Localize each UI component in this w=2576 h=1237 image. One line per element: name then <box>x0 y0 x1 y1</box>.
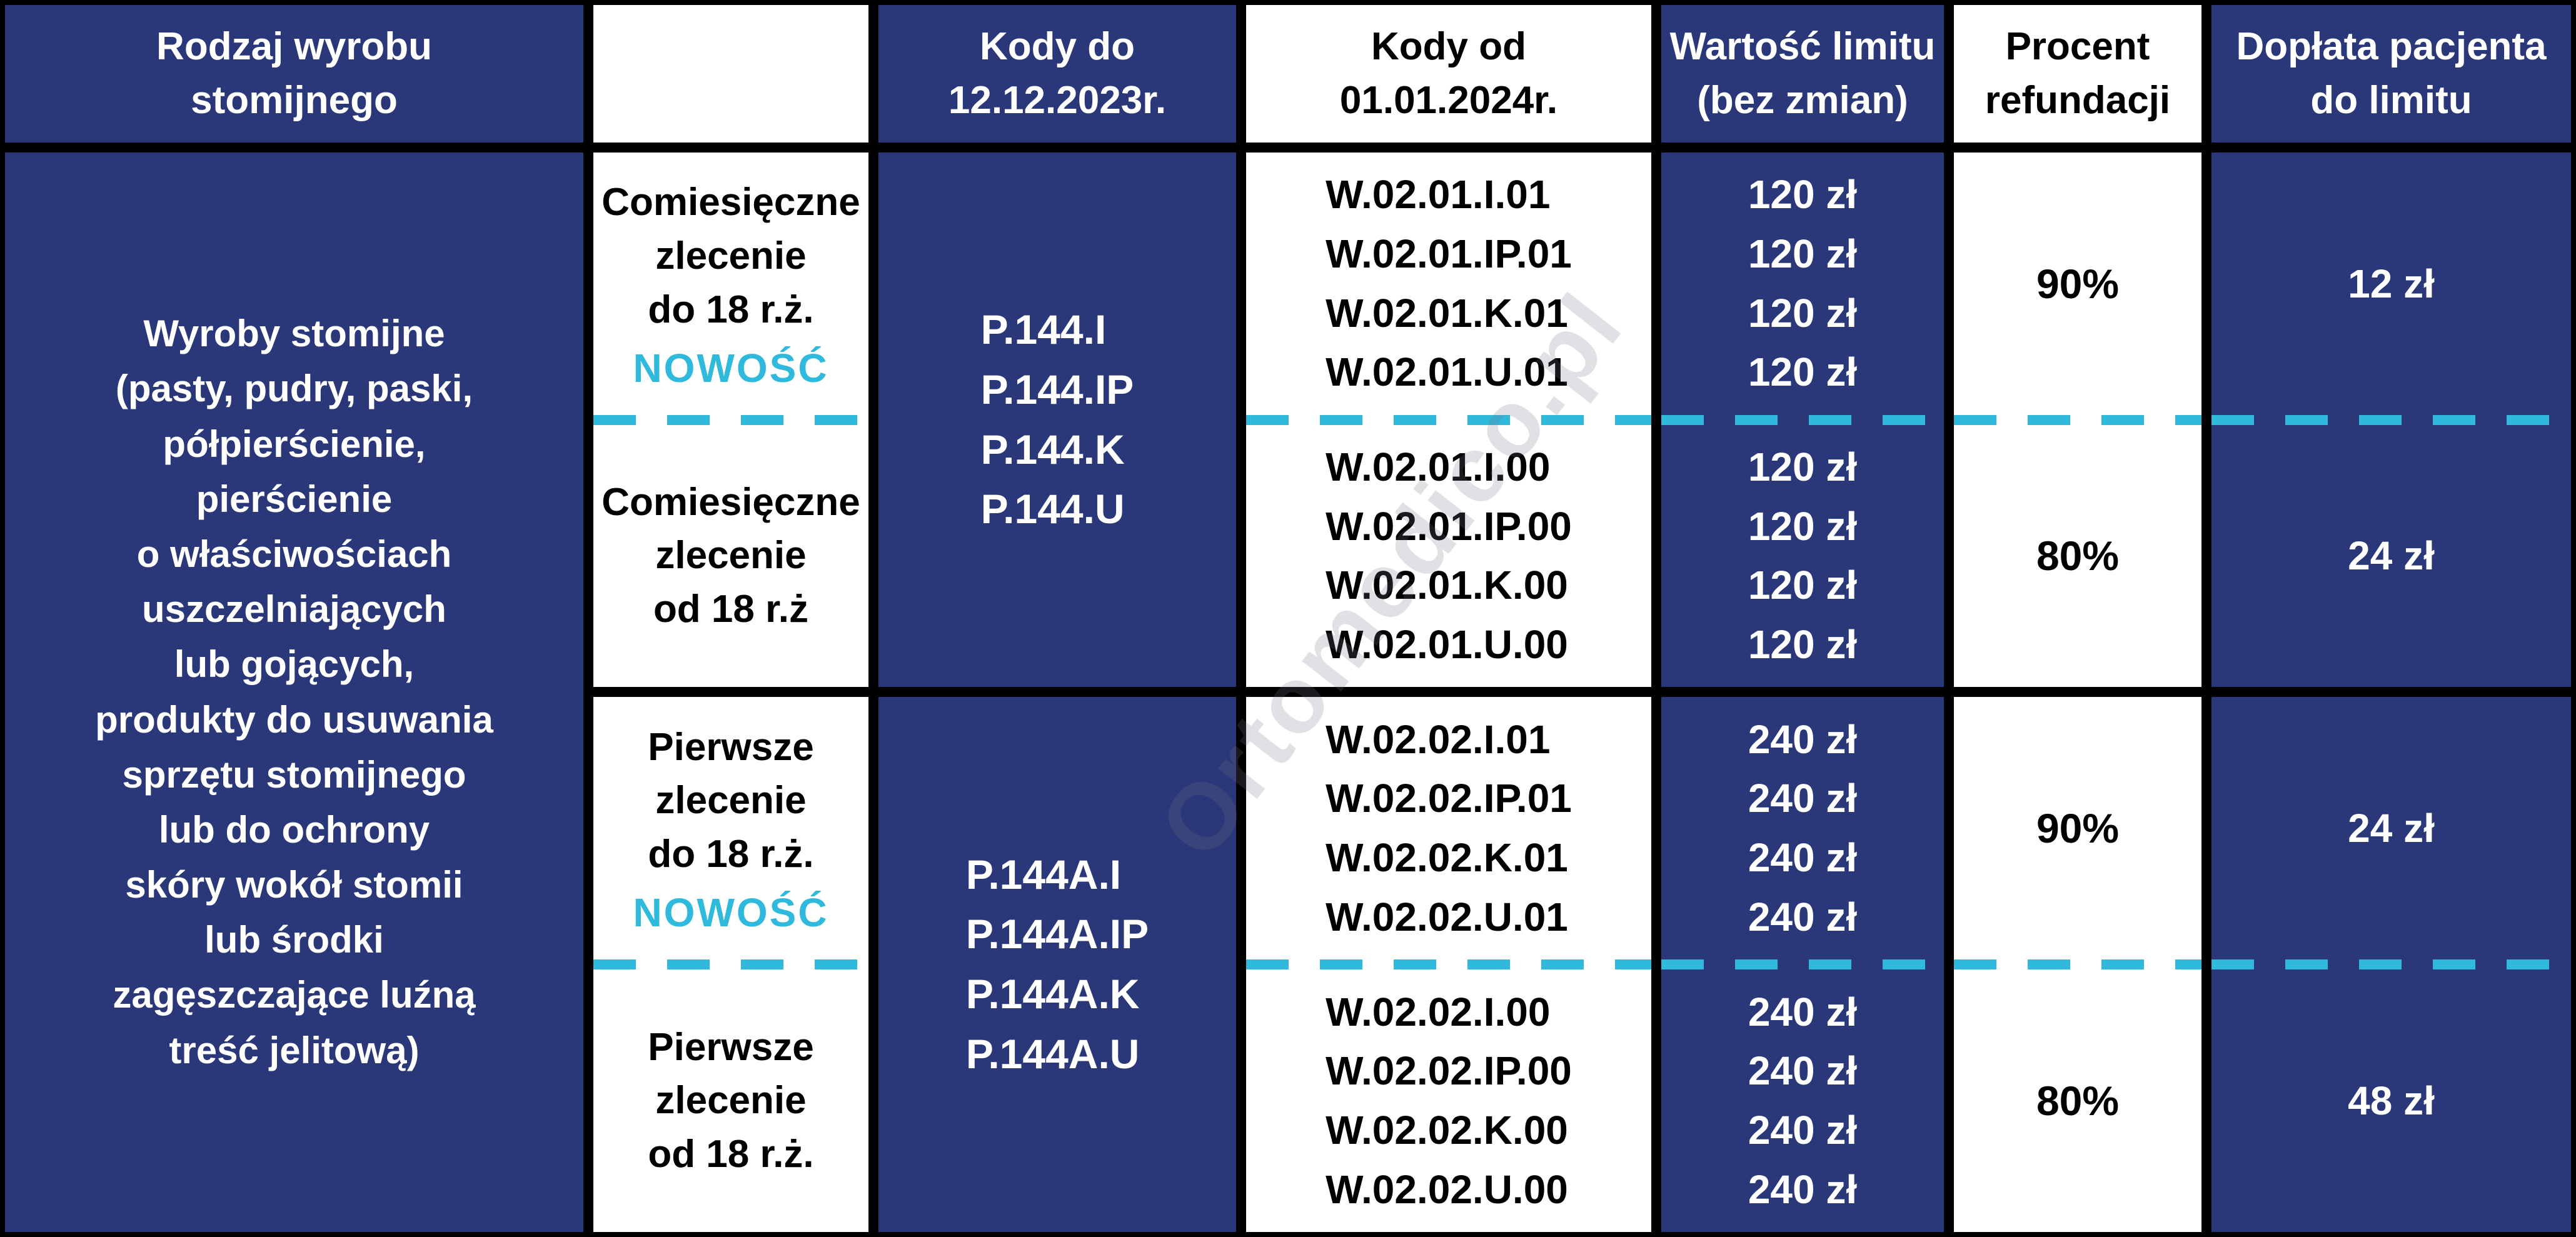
order-first-over18-text: Pierwsze zlecenie od 18 r.ż. <box>648 1025 814 1176</box>
dashed-divider <box>2211 414 2571 425</box>
dashed-divider <box>1954 414 2201 425</box>
header-refund-percent: Procent refundacji <box>1954 5 2201 143</box>
copay-first-over18: 48 zł <box>2211 969 2571 1232</box>
codes-new-monthly-under18: W.02.01.I.01 W.02.01.IP.01 W.02.01.K.01 … <box>1246 153 1651 415</box>
copay-first-over18-value: 48 zł <box>2348 1078 2435 1123</box>
limit-first-over18-values: 240 zł 240 zł 240 zł 240 zł <box>1748 989 1858 1212</box>
copay-cell-monthly: 12 zł 24 zł <box>2211 153 2571 687</box>
dashed-divider <box>2211 959 2571 969</box>
dashed-divider <box>1246 959 1651 969</box>
order-monthly-under18-text: Comiesięczne zlecenie do 18 r.ż. <box>601 181 860 331</box>
codes-new-monthly-over18: W.02.01.I.00 W.02.01.IP.00 W.02.01.K.00 … <box>1246 425 1651 688</box>
dashed-divider <box>1954 959 2201 969</box>
order-first-under18: Pierwsze zlecenie do 18 r.ż. NOWOŚĆ <box>593 697 868 959</box>
dashed-divider <box>1661 959 1944 969</box>
percent-monthly-under18: 90% <box>1954 153 2201 415</box>
percent-cell-monthly: 90% 80% <box>1954 153 2201 687</box>
order-type-cell-first: Pierwsze zlecenie do 18 r.ż. NOWOŚĆ Pier… <box>593 697 868 1232</box>
percent-first-under18: 90% <box>1954 697 2201 959</box>
copay-cell-first: 24 zł 48 zł <box>2211 697 2571 1232</box>
copay-monthly-over18-value: 24 zł <box>2348 533 2435 579</box>
header-limit-value-label: Wartość limitu (bez zmian) <box>1669 25 1936 122</box>
limit-monthly-over18: 120 zł 120 zł 120 zł 120 zł <box>1661 425 1944 688</box>
header-codes-from-label: Kody od 01.01.2024r. <box>1339 25 1558 122</box>
header-order-type-empty <box>593 5 868 143</box>
codes-new-first-under18-list: W.02.02.I.01 W.02.02.IP.01 W.02.02.K.01 … <box>1326 716 1572 939</box>
percent-first-under18-value: 90% <box>2036 805 2120 851</box>
header-codes-from: Kody od 01.01.2024r. <box>1246 5 1651 143</box>
copay-first-under18-value: 24 zł <box>2348 806 2435 851</box>
limit-monthly-over18-values: 120 zł 120 zł 120 zł 120 zł <box>1748 444 1858 667</box>
header-codes-until-label: Kody do 12.12.2023r. <box>948 25 1167 122</box>
header-limit-value: Wartość limitu (bez zmian) <box>1661 5 1944 143</box>
limit-monthly-under18: 120 zł 120 zł 120 zł 120 zł <box>1661 153 1944 415</box>
percent-monthly-over18: 80% <box>1954 425 2201 688</box>
percent-cell-first: 90% 80% <box>1954 697 2201 1232</box>
order-type-cell-monthly: Comiesięczne zlecenie do 18 r.ż. NOWOŚĆ … <box>593 153 868 687</box>
percent-first-over18: 80% <box>1954 969 2201 1232</box>
codes-new-monthly-under18-list: W.02.01.I.01 W.02.01.IP.01 W.02.01.K.01 … <box>1326 172 1572 395</box>
dashed-divider <box>1661 414 1944 425</box>
codes-new-monthly-over18-list: W.02.01.I.00 W.02.01.IP.00 W.02.01.K.00 … <box>1326 444 1572 667</box>
dashed-divider <box>593 959 868 969</box>
header-product-type-label: Rodzaj wyrobu stomijnego <box>156 25 432 122</box>
copay-monthly-over18: 24 zł <box>2211 425 2571 688</box>
percent-first-over18-value: 80% <box>2036 1078 2120 1124</box>
limit-cell-first: 240 zł 240 zł 240 zł 240 zł 240 zł 240 z… <box>1661 697 1944 1232</box>
codes-old-cell-first: P.144A.I P.144A.IP P.144A.K P.144A.U <box>878 697 1236 1232</box>
percent-monthly-under18-value: 90% <box>2036 260 2120 307</box>
limit-first-under18: 240 zł 240 zł 240 zł 240 zł <box>1661 697 1944 959</box>
limit-first-under18-values: 240 zł 240 zł 240 zł 240 zł <box>1748 716 1858 939</box>
copay-monthly-under18-value: 12 zł <box>2348 261 2435 306</box>
new-badge: NOWOŚĆ <box>633 890 829 936</box>
limit-cell-monthly: 120 zł 120 zł 120 zł 120 zł 120 zł 120 z… <box>1661 153 1944 687</box>
codes-old-first-list: P.144A.I P.144A.IP P.144A.K P.144A.U <box>965 851 1149 1077</box>
order-first-over18: Pierwsze zlecenie od 18 r.ż. <box>593 969 868 1232</box>
product-description-text: Wyroby stomijne (pasty, pudry, paski, pó… <box>95 313 493 1071</box>
order-monthly-under18: Comiesięczne zlecenie do 18 r.ż. NOWOŚĆ <box>593 153 868 415</box>
codes-new-first-over18: W.02.02.I.00 W.02.02.IP.00 W.02.02.K.00 … <box>1246 969 1651 1232</box>
header-refund-percent-label: Procent refundacji <box>1985 25 2171 122</box>
percent-monthly-over18-value: 80% <box>2036 533 2120 579</box>
dashed-divider <box>593 414 868 425</box>
header-patient-copay-label: Dopłata pacjenta do limitu <box>2236 25 2547 122</box>
codes-new-first-under18: W.02.02.I.01 W.02.02.IP.01 W.02.02.K.01 … <box>1246 697 1651 959</box>
copay-first-under18: 24 zł <box>2211 697 2571 959</box>
codes-new-first-over18-list: W.02.02.I.00 W.02.02.IP.00 W.02.02.K.00 … <box>1326 989 1572 1212</box>
order-monthly-over18-text: Comiesięczne zlecenie od 18 r.ż <box>601 480 860 631</box>
codes-old-cell-monthly: P.144.I P.144.IP P.144.K P.144.U <box>878 153 1236 687</box>
header-product-type: Rodzaj wyrobu stomijnego <box>5 5 583 143</box>
limit-monthly-under18-values: 120 zł 120 zł 120 zł 120 zł <box>1748 172 1858 395</box>
new-badge: NOWOŚĆ <box>633 346 829 391</box>
copay-monthly-under18: 12 zł <box>2211 153 2571 415</box>
header-codes-until: Kody do 12.12.2023r. <box>878 5 1236 143</box>
codes-old-monthly-list: P.144.I P.144.IP P.144.K P.144.U <box>980 306 1134 533</box>
dashed-divider <box>1246 414 1651 425</box>
limit-first-over18: 240 zł 240 zł 240 zł 240 zł <box>1661 969 1944 1232</box>
header-patient-copay: Dopłata pacjenta do limitu <box>2211 5 2571 143</box>
codes-new-cell-monthly: W.02.01.I.01 W.02.01.IP.01 W.02.01.K.01 … <box>1246 153 1651 687</box>
codes-new-cell-first: W.02.02.I.01 W.02.02.IP.01 W.02.02.K.01 … <box>1246 697 1651 1232</box>
product-description-cell: Wyroby stomijne (pasty, pudry, paski, pó… <box>5 153 583 1232</box>
order-monthly-over18: Comiesięczne zlecenie od 18 r.ż <box>593 425 868 688</box>
order-first-under18-text: Pierwsze zlecenie do 18 r.ż. <box>648 725 814 876</box>
